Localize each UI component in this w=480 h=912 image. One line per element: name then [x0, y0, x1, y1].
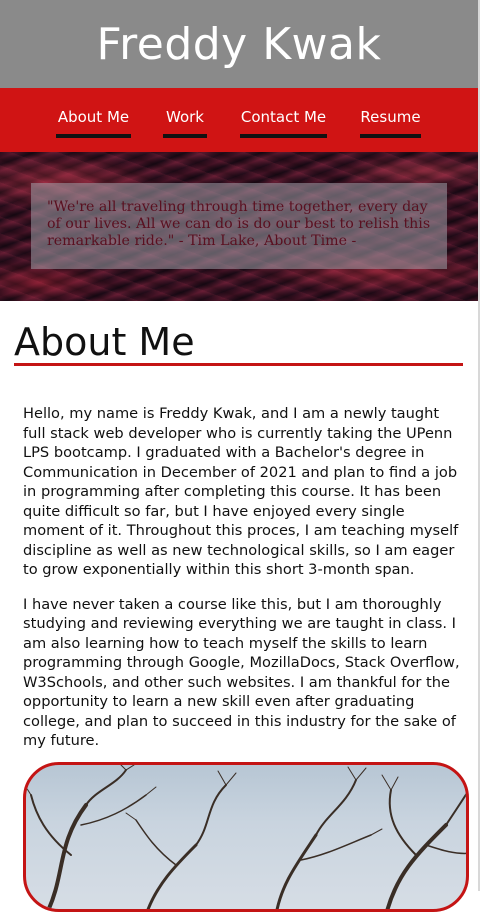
main-nav: About Me Work Contact Me Resume: [0, 88, 478, 152]
scrollbar[interactable]: [478, 0, 480, 891]
nav-link-work[interactable]: Work: [163, 108, 207, 138]
nav-link-about-me[interactable]: About Me: [56, 108, 131, 138]
nav-link-resume[interactable]: Resume: [360, 108, 421, 138]
hero-banner: "We're all traveling through time togeth…: [0, 152, 478, 301]
about-paragraph-1: Hello, my name is Freddy Kwak, and I am …: [23, 405, 459, 578]
nav-link-contact-me[interactable]: Contact Me: [240, 108, 327, 138]
tree-branches-image: [26, 765, 466, 909]
site-title: Freddy Kwak: [96, 18, 382, 70]
heading-divider: [14, 363, 463, 366]
profile-photo: [23, 762, 469, 912]
site-header: Freddy Kwak: [0, 0, 478, 88]
about-paragraph-2: I have never taken a course like this, b…: [23, 595, 460, 750]
about-heading: About Me: [14, 320, 195, 364]
quote-box: "We're all traveling through time togeth…: [31, 183, 447, 269]
quote-text: "We're all traveling through time togeth…: [47, 199, 431, 249]
about-text: Hello, my name is Freddy Kwak, and I am …: [23, 404, 463, 766]
